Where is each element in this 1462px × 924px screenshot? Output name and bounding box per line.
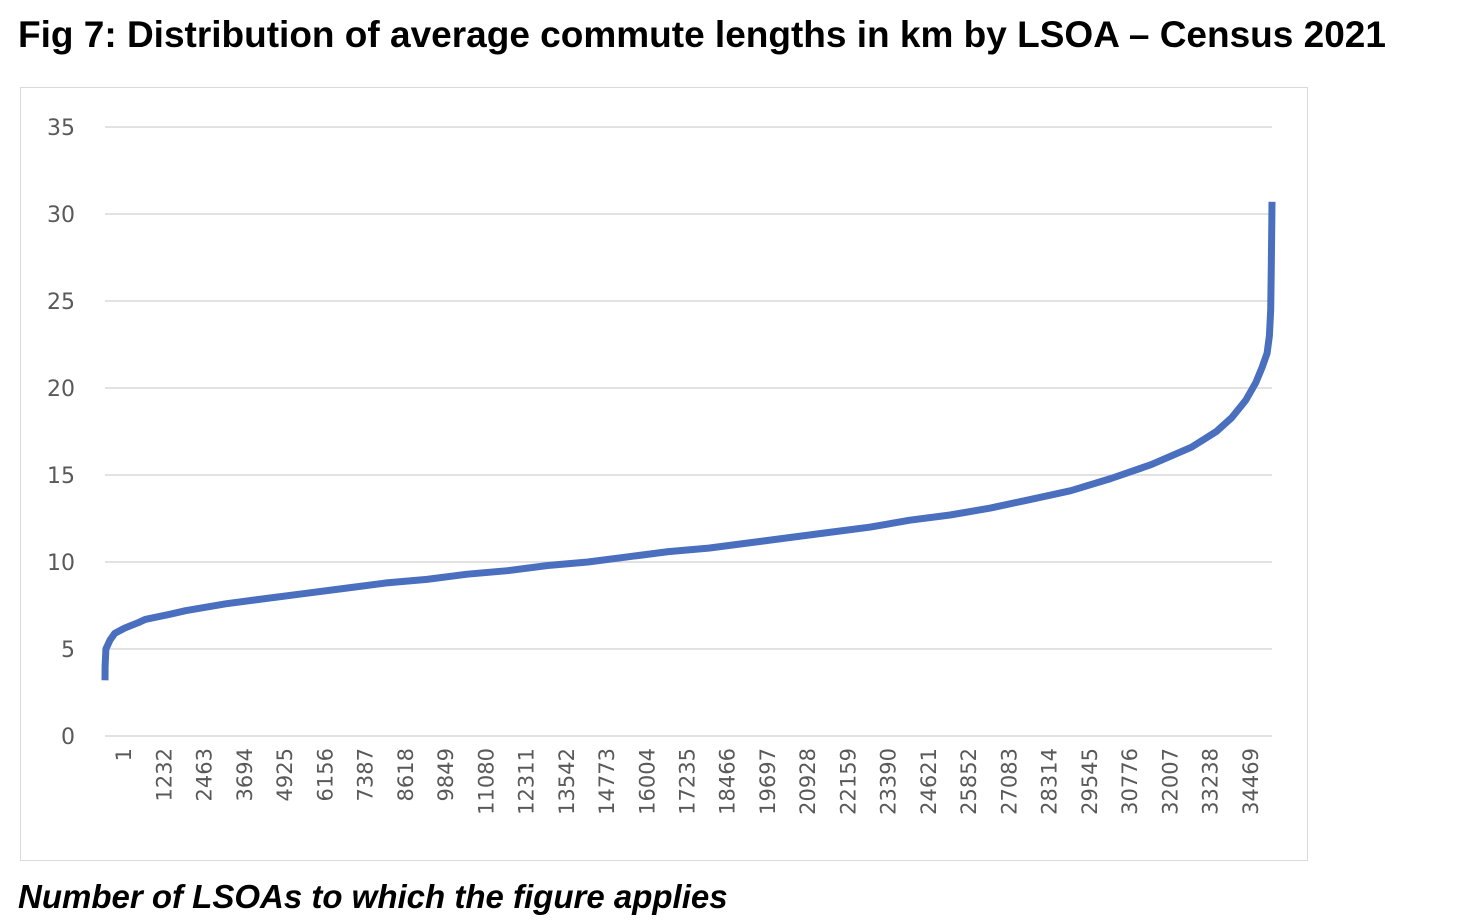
x-tick-label: 33238 [1199,748,1223,815]
x-tick-label: 20928 [796,748,820,815]
y-tick-label: 0 [61,725,75,750]
chart-area: 0 5 10 15 20 25 30 35 1 1232 2463 3694 4925 6156 7387… [20,87,1308,861]
x-tick-label: 18466 [716,748,740,815]
y-tick-label: 35 [47,116,75,141]
y-tick-label: 15 [47,464,75,489]
x-tick-label: 28314 [1038,748,1062,815]
y-tick-label: 25 [47,290,75,315]
x-tick-label: 16004 [635,748,659,815]
x-tick-label: 9849 [434,748,458,801]
x-tick-label: 14773 [595,748,619,815]
x-tick-label: 13542 [555,748,579,815]
x-tick-label: 1 [112,748,136,761]
x-tick-label: 17235 [676,748,700,815]
x-tick-label: 30776 [1118,748,1142,815]
x-axis-tick-labels: 1 1232 2463 3694 4925 6156 7387 8618 9849 11080 12… [112,748,1263,815]
x-tick-label: 2463 [193,748,217,801]
x-tick-label: 1232 [152,748,176,801]
x-tick-label: 32007 [1158,748,1182,815]
y-tick-label: 10 [47,551,75,576]
line-chart: 0 5 10 15 20 25 30 35 1 1232 2463 3694 4925 6156 7387… [47,116,1276,815]
x-tick-label: 23390 [877,748,901,815]
y-tick-label: 5 [61,638,75,663]
x-tick-label: 27083 [997,748,1021,815]
x-tick-label: 8618 [394,748,418,801]
x-tick-label: 7387 [354,748,378,801]
y-tick-label: 30 [47,203,75,228]
x-tick-label: 34469 [1239,748,1263,815]
series-layer [101,201,1276,681]
gridlines [105,126,1272,737]
x-tick-label: 24621 [917,748,941,815]
x-tick-label: 29545 [1078,748,1102,815]
x-axis-label: Number of LSOAs to which the figure appl… [18,878,728,915]
y-axis-tick-labels: 0 5 10 15 20 25 30 35 [47,116,75,750]
y-tick-label: 20 [47,377,75,402]
x-tick-label: 11080 [474,748,498,815]
x-tick-label: 12311 [515,748,539,815]
x-tick-label: 22159 [836,748,860,815]
series-line [101,201,1276,681]
figure-title: Fig 7: Distribution of average commute l… [18,14,1386,55]
x-tick-label: 6156 [313,748,337,801]
x-tick-label: 19697 [756,748,780,815]
x-tick-label: 3694 [233,748,257,801]
x-tick-label: 25852 [957,748,981,815]
x-tick-label: 4925 [273,748,297,801]
